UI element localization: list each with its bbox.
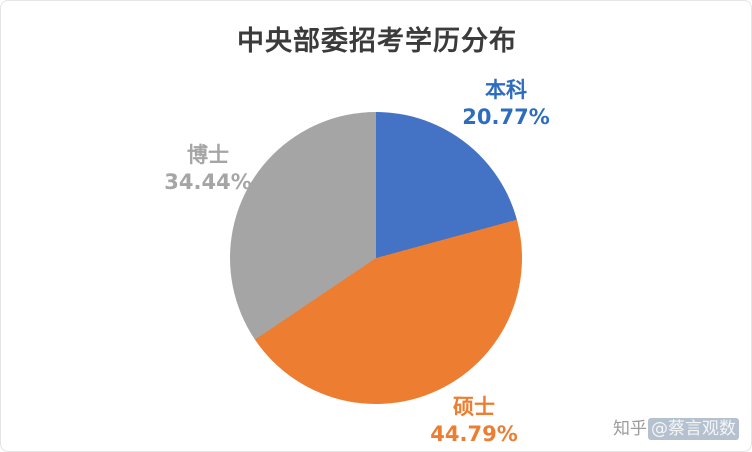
data-label-bachelor-name: 本科 xyxy=(485,78,527,102)
data-label-doctor-value: 34.44% xyxy=(164,170,252,194)
data-label-master-value: 44.79% xyxy=(430,422,518,446)
watermark-site-label: 知乎 xyxy=(613,419,647,439)
data-label-master: 硕士 44.79% xyxy=(419,394,529,448)
data-label-doctor-name: 博士 xyxy=(187,143,229,167)
data-label-doctor: 博士 34.44% xyxy=(153,142,263,196)
data-label-bachelor: 本科 20.77% xyxy=(451,77,561,131)
pie-chart xyxy=(230,112,522,404)
watermark: 知乎 @蔡言观数 xyxy=(613,414,739,440)
data-label-master-name: 硕士 xyxy=(453,395,495,419)
data-label-bachelor-value: 20.77% xyxy=(462,105,550,129)
watermark-account-label: @蔡言观数 xyxy=(648,418,739,440)
chart-title: 中央部委招考学历分布 xyxy=(237,26,517,57)
